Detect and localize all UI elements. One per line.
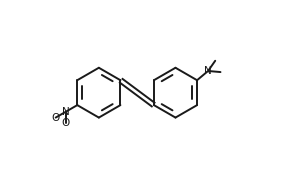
Text: N: N — [204, 66, 212, 76]
Text: O: O — [61, 118, 70, 128]
Text: O: O — [52, 113, 60, 123]
Text: N: N — [62, 107, 70, 117]
